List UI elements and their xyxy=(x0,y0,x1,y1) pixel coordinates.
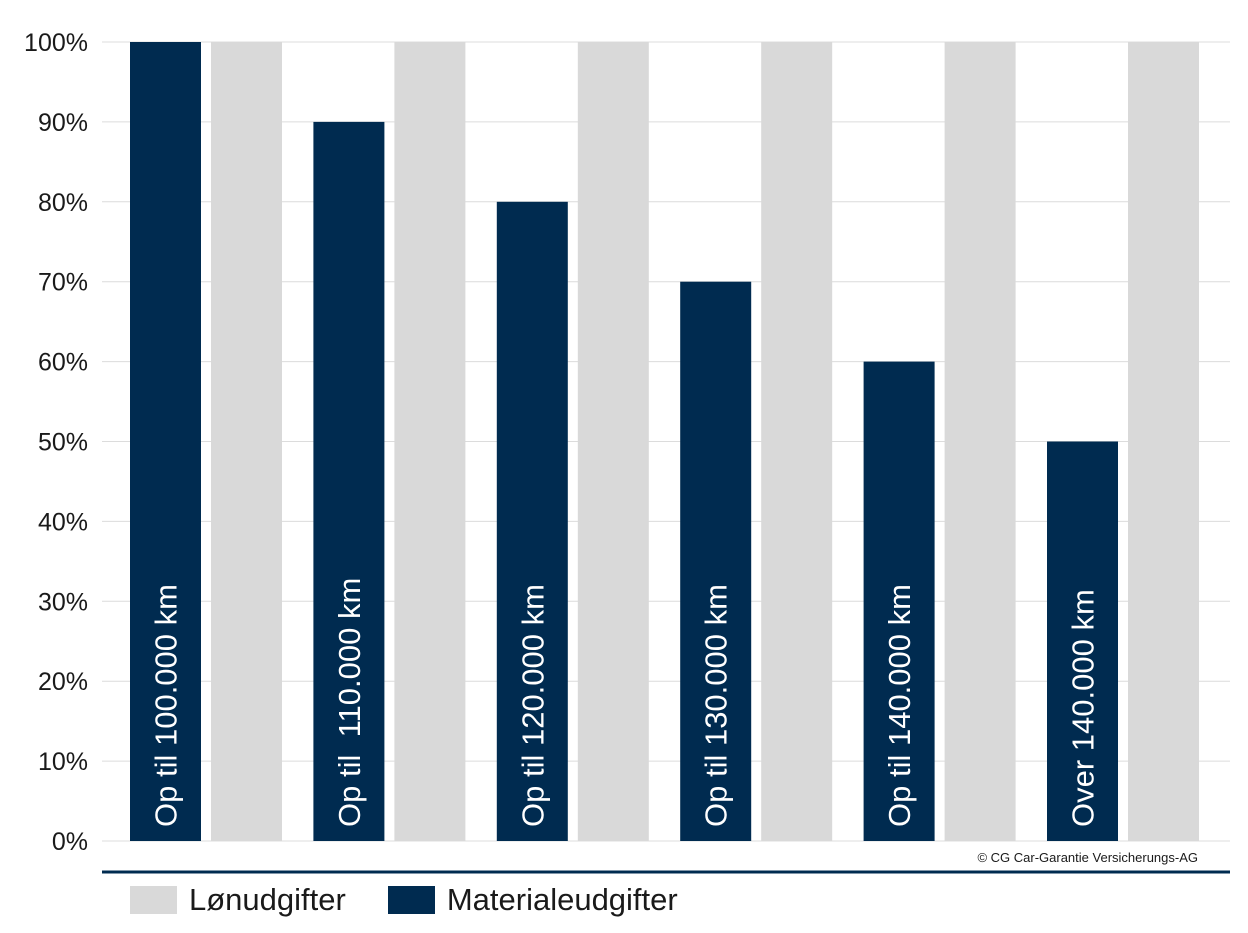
y-tick-label: 50% xyxy=(38,429,88,457)
y-tick-label: 0% xyxy=(52,828,88,856)
bar-materialeudgifter xyxy=(863,361,935,841)
category-label: Op til 140.000 km xyxy=(882,584,917,827)
copyright-credit: © CG Car-Garantie Versicherungs-AG xyxy=(977,850,1198,865)
legend-label-material: Materialeudgifter xyxy=(446,882,678,917)
y-tick-label: 90% xyxy=(38,109,88,137)
category-label: Op til 120.000 km xyxy=(515,584,550,827)
bar-lonudgifter xyxy=(577,42,649,841)
bar-materialeudgifter xyxy=(313,121,385,841)
bar-materialeudgifter xyxy=(680,281,752,841)
category-label: Op til 130.000 km xyxy=(699,584,734,827)
y-axis-tick-labels: 0% 10% 20% 30% 40% 50% 60% 70% 80% 90% 100% xyxy=(24,29,88,856)
y-tick-label: 80% xyxy=(38,189,88,217)
bar-materialeudgifter xyxy=(130,42,201,841)
y-tick-label: 10% xyxy=(38,748,88,776)
legend-swatch-material xyxy=(387,886,435,914)
category-label: Op til 100.000 km xyxy=(149,584,184,827)
y-tick-label: 20% xyxy=(38,668,88,696)
legend-item-material: Materialeudgifter xyxy=(387,882,678,918)
y-tick-label: 30% xyxy=(38,588,88,616)
y-tick-label: 60% xyxy=(38,349,88,377)
bar-lonudgifter xyxy=(211,42,282,841)
category-labels: Op til 100.000 km Op til 110.000 km Op til… xyxy=(149,578,1101,827)
y-tick-label: 40% xyxy=(38,508,88,536)
category-label: Op til 110.000 km xyxy=(332,578,367,827)
grid-lines xyxy=(102,41,1230,842)
legend: Lønudgifter Materialeudgifter xyxy=(130,878,720,922)
bar-lonudgifter xyxy=(1128,42,1199,841)
legend-item-labour: Lønudgifter xyxy=(130,882,346,918)
legend-swatch-labour xyxy=(130,886,177,914)
bar-lonudgifter xyxy=(761,42,833,841)
bar-materialeudgifter xyxy=(496,201,568,842)
bar-lonudgifter xyxy=(394,42,466,841)
bars xyxy=(130,42,1199,842)
bar-materialeudgifter xyxy=(1047,441,1118,841)
y-tick-label: 100% xyxy=(24,29,88,57)
category-label: Over 140.000 km xyxy=(1066,589,1101,827)
bar-lonudgifter xyxy=(944,42,1016,841)
legend-label-labour: Lønudgifter xyxy=(189,882,346,917)
y-tick-label: 70% xyxy=(38,269,88,297)
